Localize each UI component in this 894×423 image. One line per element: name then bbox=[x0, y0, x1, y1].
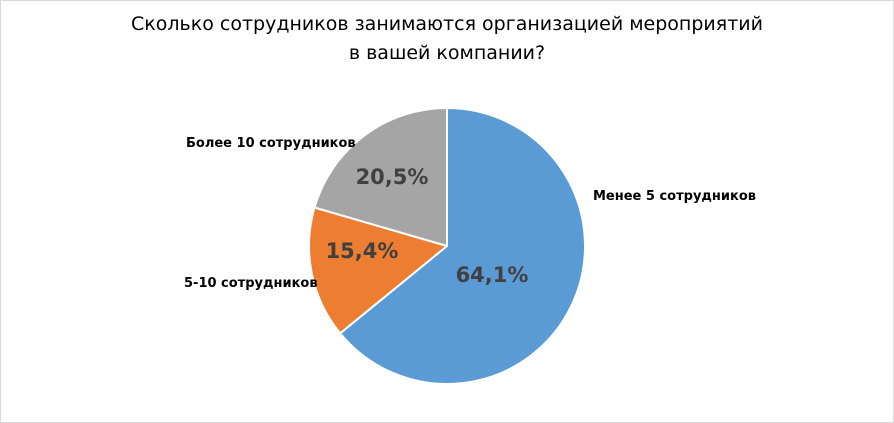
pie-slice-five_ten bbox=[308, 206, 448, 335]
pct-label-less5: 64,1% bbox=[456, 263, 529, 287]
chart-title-line-2: в вашей компании? bbox=[348, 42, 546, 64]
pct-label-five_ten: 15,4% bbox=[326, 239, 399, 263]
chart-title: Сколько сотрудников занимаются организац… bbox=[0, 10, 894, 68]
pie-slices bbox=[308, 107, 586, 385]
category-label-five_ten: 5-10 сотрудников bbox=[184, 276, 318, 291]
pie-slice-less5 bbox=[339, 107, 586, 385]
pct-label-more10: 20,5% bbox=[356, 165, 429, 189]
category-label-less5: Менее 5 сотрудников bbox=[593, 189, 756, 204]
pie-slice-more10 bbox=[313, 107, 448, 247]
pie-labels: 64,1% Менее 5 сотрудников 15,4% 5-10 сотруд… bbox=[184, 136, 756, 291]
chart-title-line-1: Сколько сотрудников занимаются организац… bbox=[131, 13, 763, 35]
category-label-more10: Более 10 сотрудников bbox=[186, 136, 356, 151]
